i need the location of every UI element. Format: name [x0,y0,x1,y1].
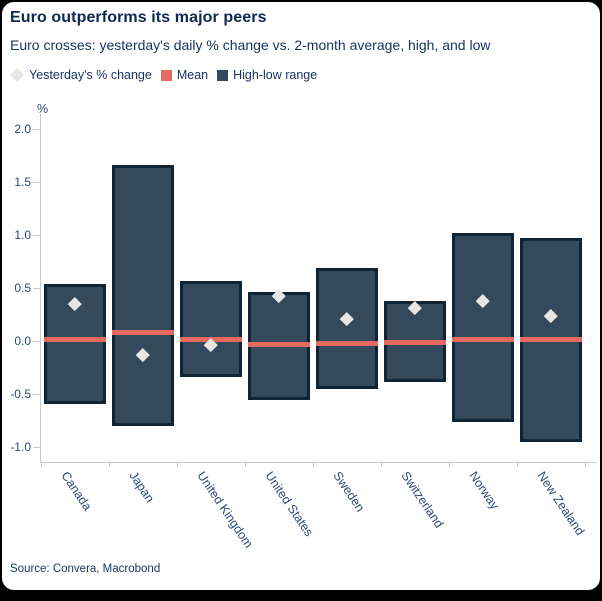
legend-item-0: Yesterday's % change [9,67,152,83]
legend-diamond-icon [9,67,25,83]
x-tick-mark [41,462,42,467]
legend: Yesterday's % change Mean High-low range [9,67,317,83]
high-low-range-bar [112,165,174,426]
category-label-united-states: United States [262,469,316,540]
y-tick-mark [33,447,40,448]
mean-line [520,337,582,343]
category-label-sweden: Sweden [330,469,368,515]
y-tick-mark [33,182,40,183]
y-tick-mark [33,341,40,342]
bar-group-sweden [316,100,378,462]
category-label-norway: Norway [466,469,502,512]
y-tick-mark [33,394,40,395]
legend-square-icon [217,69,229,81]
x-tick-mark [381,462,382,467]
legend-item-2: High-low range [217,68,317,82]
y-tick-mark [33,129,40,130]
bar-group-canada [44,100,106,462]
x-tick-mark [449,462,450,467]
bar-group-united-kingdom [180,100,242,462]
plot-area: % 2.0 1.5 1.0 0.5 0.0 -0.5 -1.0 Canada Japan Unit… [0,100,602,570]
mean-line [316,340,378,346]
category-label-switzerland: Switzerland [398,469,447,531]
y-tick-mark [33,288,40,289]
y-tick-mark [33,235,40,236]
legend-square-icon [160,69,172,81]
mean-line [248,341,310,347]
high-low-range-bar [316,267,378,389]
category-label-japan: Japan [126,469,158,506]
mean-line [452,337,514,343]
chart-subtitle: Euro crosses: yesterday's daily % change… [10,37,491,53]
y-tick-label: 1.5 [14,175,31,189]
source-text: Source: Convera, Macrobond [10,563,161,575]
chart-title: Euro outperforms its major peers [10,9,267,26]
legend-label: High-low range [233,68,318,82]
x-tick-mark [245,462,246,467]
y-tick-label: 1.0 [14,228,31,242]
y-axis-line [40,112,41,462]
legend-label: Mean [176,68,209,82]
mean-line [112,330,174,336]
bar-group-norway [452,100,514,462]
x-axis-line [40,462,597,463]
x-tick-mark [177,462,178,467]
bar-group-new-zealand [520,100,582,462]
x-tick-mark [517,462,518,467]
category-label-united-kingdom: United Kingdom [194,469,256,551]
y-tick-label: 2.0 [14,122,31,136]
x-tick-mark [109,462,110,467]
bar-group-switzerland [384,100,446,462]
legend-item-1: Mean [160,68,209,82]
category-label-new-zealand: New Zealand [534,469,588,538]
high-low-range-bar [452,232,514,422]
y-tick-label: 0.5 [14,281,31,295]
x-tick-mark [585,462,586,467]
y-axis-unit-label: % [37,102,49,116]
bar-group-united-states [248,100,310,462]
category-label-canada: Canada [58,469,95,514]
high-low-range-bar [180,280,242,378]
legend-label: Yesterday's % change [29,68,152,82]
mean-line [44,337,106,343]
mean-line [384,339,446,345]
y-tick-label: -1.0 [10,440,31,454]
y-tick-label: 0.0 [14,334,31,348]
bar-group-japan [112,100,174,462]
y-tick-label: -0.5 [10,387,31,401]
x-tick-mark [313,462,314,467]
